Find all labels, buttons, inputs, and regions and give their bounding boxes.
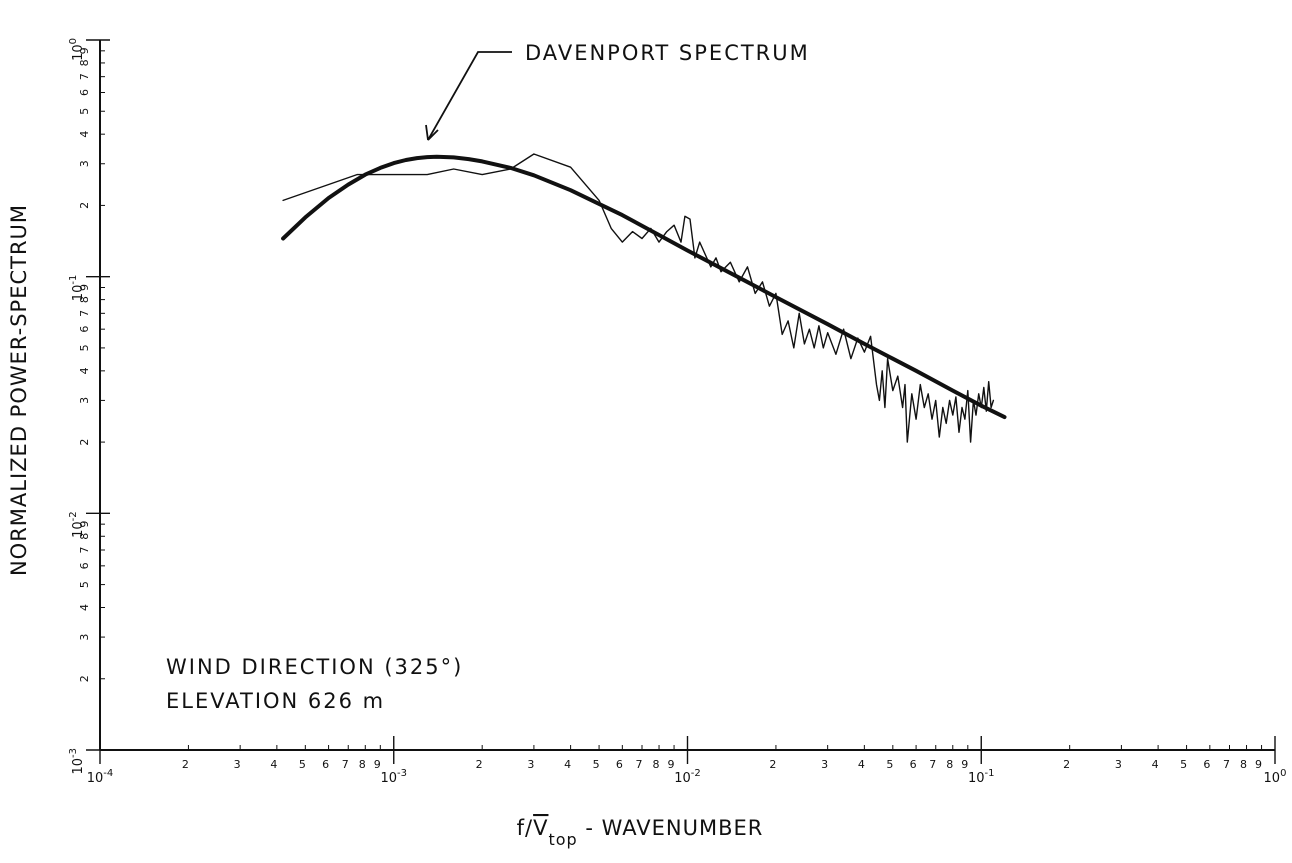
y-decade-label: 100 [68, 38, 86, 61]
y-minor-tick-label: 3 [78, 160, 91, 167]
x-minor-tick-label: 5 [886, 758, 893, 771]
x-minor-tick-label: 2 [1063, 758, 1070, 771]
y-minor-tick-label: 9 [78, 47, 91, 54]
y-minor-tick-label: 2 [78, 439, 91, 446]
x-decade-label: 10-3 [380, 768, 407, 786]
davenport-arrowhead [425, 124, 439, 141]
y-minor-tick-label: 6 [78, 562, 91, 569]
x-minor-tick-label: 2 [476, 758, 483, 771]
x-decade-label: 10-4 [87, 768, 114, 786]
x-minor-tick-label: 9 [374, 758, 381, 771]
y-decade-label: 10-3 [68, 748, 86, 775]
x-minor-tick-label: 3 [527, 758, 534, 771]
x-decade-label: 10-2 [674, 768, 701, 786]
x-minor-tick-label: 5 [1180, 758, 1187, 771]
y-minor-tick-label: 8 [78, 533, 91, 540]
x-axis-title-prefix: f/ [517, 816, 533, 840]
y-minor-tick-label: 5 [78, 344, 91, 351]
x-minor-tick-label: 4 [1152, 758, 1159, 771]
x-minor-tick-label: 7 [1223, 758, 1230, 771]
x-axis-title: f/Vtop - WAVENUMBER [517, 816, 764, 849]
x-minor-tick-label: 3 [1115, 758, 1122, 771]
elevation-label: ELEVATION 626 m [166, 689, 385, 713]
x-minor-tick-label: 7 [342, 758, 349, 771]
x-minor-tick-label: 8 [946, 758, 953, 771]
x-decade-label: 100 [1264, 768, 1287, 786]
davenport-label: DAVENPORT SPECTRUM [525, 41, 810, 65]
y-minor-tick-label: 6 [78, 89, 91, 96]
x-minor-tick-label: 3 [821, 758, 828, 771]
y-minor-tick-label: 4 [78, 367, 91, 374]
x-axis-title-subscript: top [548, 830, 577, 849]
x-axis-title-suffix: - WAVENUMBER [578, 816, 764, 840]
x-minor-tick-label: 9 [668, 758, 675, 771]
x-minor-tick-label: 8 [1240, 758, 1247, 771]
x-minor-tick-label: 7 [635, 758, 642, 771]
y-minor-tick-label: 9 [78, 284, 91, 291]
x-minor-tick-label: 4 [564, 758, 571, 771]
y-minor-tick-label: 8 [78, 296, 91, 303]
x-minor-tick-label: 8 [359, 758, 366, 771]
y-decade-label: 10-1 [68, 275, 86, 302]
davenport-annotation: DAVENPORT SPECTRUM [425, 41, 810, 141]
y-minor-tick-label: 4 [78, 131, 91, 138]
y-minor-tick-label: 8 [78, 59, 91, 66]
x-minor-tick-label: 2 [769, 758, 776, 771]
x-minor-tick-label: 3 [234, 758, 241, 771]
y-minor-tick-label: 3 [78, 397, 91, 404]
y-minor-tick-label: 2 [78, 675, 91, 682]
axis-ticks: 10-42 3 4 5 6 7 8 910-32 3 4 5 6 7 8 910-22 3 4 5 6 7 8 910-1… [68, 38, 1286, 786]
x-minor-tick-label: 6 [1203, 758, 1210, 771]
x-minor-tick-label: 8 [653, 758, 660, 771]
x-minor-tick-label: 4 [270, 758, 277, 771]
y-minor-tick-label: 5 [78, 581, 91, 588]
y-axis-title: NORMALIZED POWER-SPECTRUM [7, 204, 31, 576]
measured-spectrum-line [282, 153, 995, 443]
axes [99, 40, 1275, 751]
y-minor-tick-label: 7 [78, 73, 91, 80]
x-minor-tick-label: 5 [593, 758, 600, 771]
y-minor-tick-label: 4 [78, 604, 91, 611]
x-minor-tick-label: 4 [858, 758, 865, 771]
x-minor-tick-label: 2 [182, 758, 189, 771]
davenport-arrow-line [427, 51, 512, 141]
x-minor-tick-label: 6 [322, 758, 329, 771]
x-minor-tick-label: 7 [929, 758, 936, 771]
y-minor-tick-label: 9 [78, 521, 91, 528]
x-minor-tick-label: 9 [1255, 758, 1262, 771]
x-minor-tick-label: 6 [910, 758, 917, 771]
y-minor-tick-label: 5 [78, 108, 91, 115]
x-minor-tick-label: 5 [299, 758, 306, 771]
y-minor-tick-label: 7 [78, 310, 91, 317]
x-minor-tick-label: 6 [616, 758, 623, 771]
x-minor-tick-label: 9 [961, 758, 968, 771]
y-minor-tick-label: 7 [78, 546, 91, 553]
series-layer [281, 153, 1007, 443]
davenport-spectrum-line [281, 154, 1007, 420]
wind-direction-label: WIND DIRECTION (325°) [166, 655, 463, 679]
x-decade-label: 10-1 [968, 768, 995, 786]
y-minor-tick-label: 6 [78, 326, 91, 333]
y-minor-tick-label: 3 [78, 634, 91, 641]
x-axis-title-symbol: V [533, 816, 548, 840]
y-minor-tick-label: 2 [78, 202, 91, 209]
y-decade-label: 10-2 [68, 511, 86, 538]
